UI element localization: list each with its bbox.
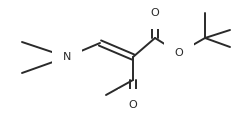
Text: O: O: [174, 48, 184, 58]
Text: N: N: [63, 52, 71, 62]
Text: O: O: [128, 100, 138, 110]
Text: O: O: [150, 8, 160, 18]
